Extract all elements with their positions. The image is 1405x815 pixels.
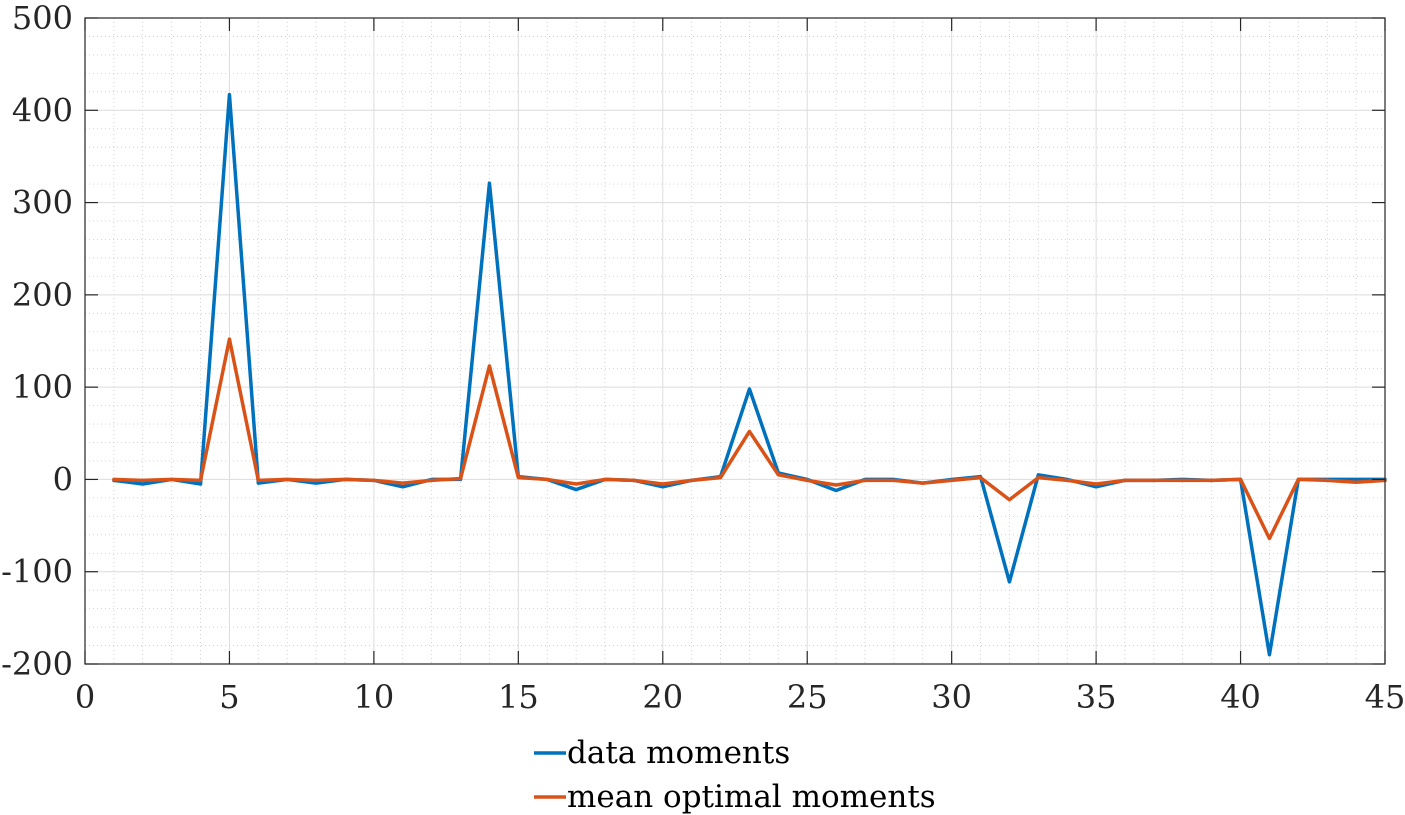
major-grid bbox=[85, 18, 1385, 664]
series-line-2 bbox=[112, 337, 1387, 541]
y-tick-label: -100 bbox=[1, 553, 73, 591]
x-tick-label: 5 bbox=[219, 678, 239, 716]
x-tick-label: 25 bbox=[787, 678, 828, 716]
plot-frame bbox=[84, 17, 1386, 665]
series-layer bbox=[112, 92, 1387, 657]
x-tick-label: 0 bbox=[75, 678, 95, 716]
x-tick-label: 35 bbox=[1076, 678, 1117, 716]
minor-grid bbox=[85, 18, 1385, 664]
legend: data moments mean optimal moments bbox=[534, 735, 936, 815]
legend-label-2: mean optimal moments bbox=[567, 779, 936, 815]
x-tick-label: 10 bbox=[354, 678, 395, 716]
y-tick-label: 400 bbox=[12, 91, 73, 129]
x-tick-label: 45 bbox=[1365, 678, 1405, 716]
x-tick-label: 20 bbox=[642, 678, 683, 716]
y-tick-labels: -200 -100 0 100 200 300 400 500 bbox=[1, 0, 73, 683]
x-tick-label: 30 bbox=[931, 678, 972, 716]
y-tick-label: 300 bbox=[12, 184, 73, 222]
y-tick-label: 500 bbox=[12, 0, 73, 37]
x-tick-label: 40 bbox=[1220, 678, 1261, 716]
y-tick-label: 200 bbox=[12, 276, 73, 314]
x-tick-label: 15 bbox=[498, 678, 539, 716]
y-tick-label: 0 bbox=[53, 460, 73, 498]
legend-label-1: data moments bbox=[567, 735, 790, 771]
y-tick-label: 100 bbox=[12, 368, 73, 406]
axis-ticks bbox=[84, 17, 1386, 665]
x-tick-labels: 0 5 10 15 20 25 30 35 40 45 bbox=[75, 678, 1405, 716]
y-tick-label: -200 bbox=[1, 645, 73, 683]
